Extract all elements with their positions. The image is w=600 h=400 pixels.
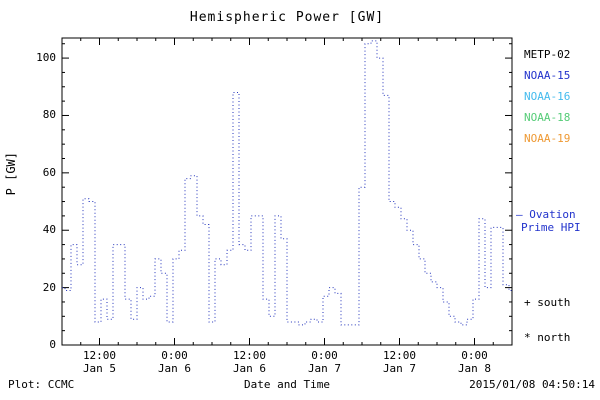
legend-marker-north: * north xyxy=(524,331,571,344)
x-tick-label: 12:00 Jan 6 xyxy=(225,349,275,375)
x-tick-date: Jan 6 xyxy=(157,362,192,375)
x-tick-date: Jan 5 xyxy=(82,362,117,375)
legend-model-line2: Prime HPI xyxy=(521,221,581,234)
x-tick-date: Jan 7 xyxy=(307,362,342,375)
chart-title: Hemispheric Power [GW] xyxy=(189,10,385,25)
legend-model-line1: — Ovation xyxy=(516,208,576,221)
y-tick-label: 80 xyxy=(42,108,56,122)
legend-item-noaa-16: NOAA-16 xyxy=(524,90,571,103)
x-tick-label: 12:00 Jan 7 xyxy=(375,349,425,375)
x-tick-time: 0:00 xyxy=(161,349,188,362)
x-tick-date: Jan 7 xyxy=(382,362,417,375)
y-tick-label: 20 xyxy=(42,280,56,294)
x-tick-time: 12:00 xyxy=(82,349,117,362)
x-tick-label: 0:00 Jan 8 xyxy=(450,349,500,375)
legend-item-noaa-19: NOAA-19 xyxy=(524,132,571,145)
x-tick-time: 12:00 xyxy=(232,349,267,362)
y-tick-label: 60 xyxy=(42,165,56,179)
plot-timestamp: 2015/01/08 04:50:14 xyxy=(469,378,595,391)
y-tick-label: 100 xyxy=(36,51,56,65)
y-tick-label: 40 xyxy=(42,223,56,237)
x-tick-time: 12:00 xyxy=(382,349,417,362)
legend-item-noaa-15: NOAA-15 xyxy=(524,69,571,82)
x-tick-label: 0:00 Jan 7 xyxy=(300,349,350,375)
hpi-step-line xyxy=(62,40,512,326)
legend-item-noaa-18: NOAA-18 xyxy=(524,111,571,124)
x-tick-label: 12:00 Jan 5 xyxy=(75,349,125,375)
x-tick-date: Jan 6 xyxy=(232,362,267,375)
plot-source-label: Plot: CCMC xyxy=(8,378,75,391)
x-tick-date: Jan 8 xyxy=(457,362,492,375)
x-axis-label: Date and Time xyxy=(243,378,331,391)
legend-item-metp-02: METP-02 xyxy=(524,48,571,61)
x-tick-time: 0:00 xyxy=(311,349,338,362)
y-axis-label: P [GW] xyxy=(4,152,18,196)
x-tick-label: 0:00 Jan 6 xyxy=(150,349,200,375)
legend-marker-south: + south xyxy=(524,296,571,309)
x-tick-time: 0:00 xyxy=(461,349,488,362)
y-tick-label: 0 xyxy=(49,338,56,351)
